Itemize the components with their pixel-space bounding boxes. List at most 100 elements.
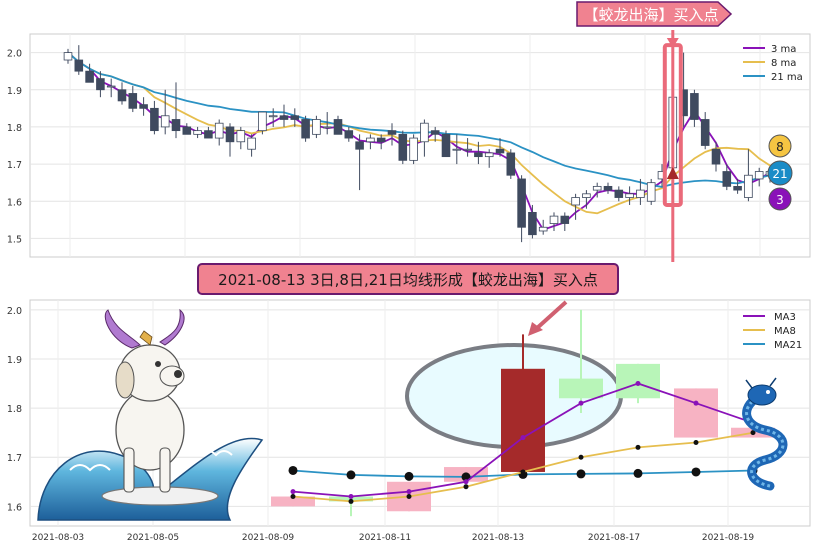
top-candle-body bbox=[517, 178, 526, 228]
signal-arrow-icon bbox=[666, 166, 679, 179]
bottom-candle-body bbox=[674, 388, 718, 438]
top-candle bbox=[409, 134, 418, 165]
top-candle bbox=[646, 178, 656, 205]
top-candle-body bbox=[754, 171, 764, 180]
top-candle-body bbox=[538, 226, 548, 232]
top-candle bbox=[538, 219, 548, 235]
bottom-y-tick-label: 1.8 bbox=[7, 404, 22, 415]
top-candle-body bbox=[452, 148, 462, 151]
bottom-y-axis: 1.6 1.7 1.8 1.9 2.0 bbox=[7, 306, 22, 514]
ma21-point bbox=[633, 468, 643, 478]
top-candle-body bbox=[171, 119, 181, 132]
top-candle bbox=[614, 186, 624, 202]
top-candle-body bbox=[150, 107, 159, 132]
ma8-point bbox=[693, 439, 699, 445]
top-candle bbox=[387, 123, 397, 146]
ma8-point bbox=[348, 498, 354, 504]
top-candle-body bbox=[290, 115, 300, 120]
ma21-point bbox=[576, 469, 586, 479]
bottom-x-tick-label: 2021-08-11 bbox=[359, 533, 411, 543]
top-candle-body bbox=[322, 126, 332, 129]
top-candle bbox=[344, 126, 354, 142]
top-candle bbox=[582, 190, 591, 209]
top-y-tick-label: 1.9 bbox=[7, 86, 22, 97]
top-candle bbox=[106, 78, 116, 98]
top-candle-body bbox=[247, 137, 256, 150]
surfing-dog-illustration bbox=[37, 308, 264, 521]
top-candle bbox=[301, 115, 310, 142]
top-candle bbox=[290, 108, 300, 127]
top-candle bbox=[312, 115, 321, 139]
top-candle bbox=[506, 149, 516, 179]
top-candle bbox=[182, 123, 192, 135]
top-candle-body bbox=[63, 52, 73, 61]
legend-8ma: 8 ma bbox=[771, 58, 796, 69]
top-candle-body bbox=[117, 89, 127, 102]
ma8-point bbox=[290, 494, 296, 500]
bottom-candle bbox=[501, 334, 545, 472]
pointer-arrow-icon bbox=[528, 300, 568, 336]
top-candle-body bbox=[549, 215, 559, 224]
top-candle bbox=[744, 149, 753, 202]
bottom-y-tick-label: 1.6 bbox=[7, 502, 22, 513]
top-candle-body bbox=[225, 126, 235, 143]
top-candle bbox=[571, 193, 580, 220]
legend-3ma: 3 ma bbox=[771, 44, 796, 55]
top-candle-body bbox=[301, 119, 310, 139]
top-candle bbox=[193, 126, 202, 139]
top-candle bbox=[754, 167, 764, 187]
mid-banner-text: 2021-08-13 3日,8日,21日均线形成【蛟龙出海】买入点 bbox=[218, 271, 598, 289]
ma3-point bbox=[348, 494, 354, 500]
top-candle-body bbox=[279, 115, 289, 120]
top-candle-body bbox=[398, 133, 408, 161]
top-candle-body bbox=[409, 137, 418, 161]
top-candle bbox=[398, 130, 408, 165]
top-candle bbox=[592, 182, 602, 198]
top-candle-body bbox=[463, 148, 472, 151]
top-candle-body bbox=[387, 130, 397, 135]
top-candle-body bbox=[636, 189, 645, 198]
top-y-axis: 1.5 1.6 1.7 1.8 1.9 2.0 bbox=[7, 49, 22, 246]
top-candle bbox=[160, 89, 170, 135]
top-candle-body bbox=[96, 78, 105, 91]
top-candle bbox=[322, 112, 332, 135]
badge-3: 3 bbox=[776, 193, 784, 207]
ma3-point bbox=[463, 479, 469, 485]
bottom-x-tick-label: 2021-08-13 bbox=[472, 533, 524, 543]
top-candle bbox=[733, 178, 742, 194]
top-candle bbox=[236, 126, 246, 150]
top-banner: 【蛟龙出海】买入点 bbox=[576, 1, 733, 27]
top-candle bbox=[452, 134, 462, 165]
top-candle-body bbox=[344, 130, 354, 139]
bottom-legend: MA3 MA8 MA21 bbox=[743, 312, 802, 351]
top-candle-body bbox=[711, 148, 721, 165]
bottom-candle bbox=[559, 309, 603, 413]
top-candle-body bbox=[366, 137, 375, 143]
top-candle bbox=[474, 141, 483, 165]
top-candle-body bbox=[128, 93, 138, 109]
legend-MA3: MA3 bbox=[774, 312, 796, 323]
top-candle bbox=[495, 138, 505, 157]
top-candle bbox=[279, 104, 289, 127]
top-candle-body bbox=[236, 130, 246, 143]
top-candle bbox=[139, 97, 148, 116]
bottom-candle-body bbox=[559, 378, 603, 399]
top-candle bbox=[214, 119, 224, 146]
top-candle bbox=[128, 86, 138, 113]
top-y-tick-label: 1.5 bbox=[7, 234, 22, 245]
top-candle-body bbox=[560, 215, 570, 224]
top-candle-body bbox=[744, 174, 753, 198]
bottom-candle bbox=[674, 388, 718, 438]
ma3-point bbox=[578, 400, 584, 406]
bottom-candle-body bbox=[501, 368, 545, 472]
top-candle-body bbox=[420, 122, 429, 143]
top-candle-body bbox=[614, 189, 624, 198]
ma8-point bbox=[578, 454, 584, 460]
top-candle bbox=[74, 45, 84, 75]
top-candle-body bbox=[700, 119, 710, 146]
bottom-x-tick-label: 2021-08-03 bbox=[32, 533, 84, 543]
badge-8: 8 bbox=[776, 140, 784, 154]
top-candle bbox=[528, 204, 537, 239]
top-candle bbox=[625, 186, 634, 205]
ma3-point bbox=[693, 400, 699, 406]
